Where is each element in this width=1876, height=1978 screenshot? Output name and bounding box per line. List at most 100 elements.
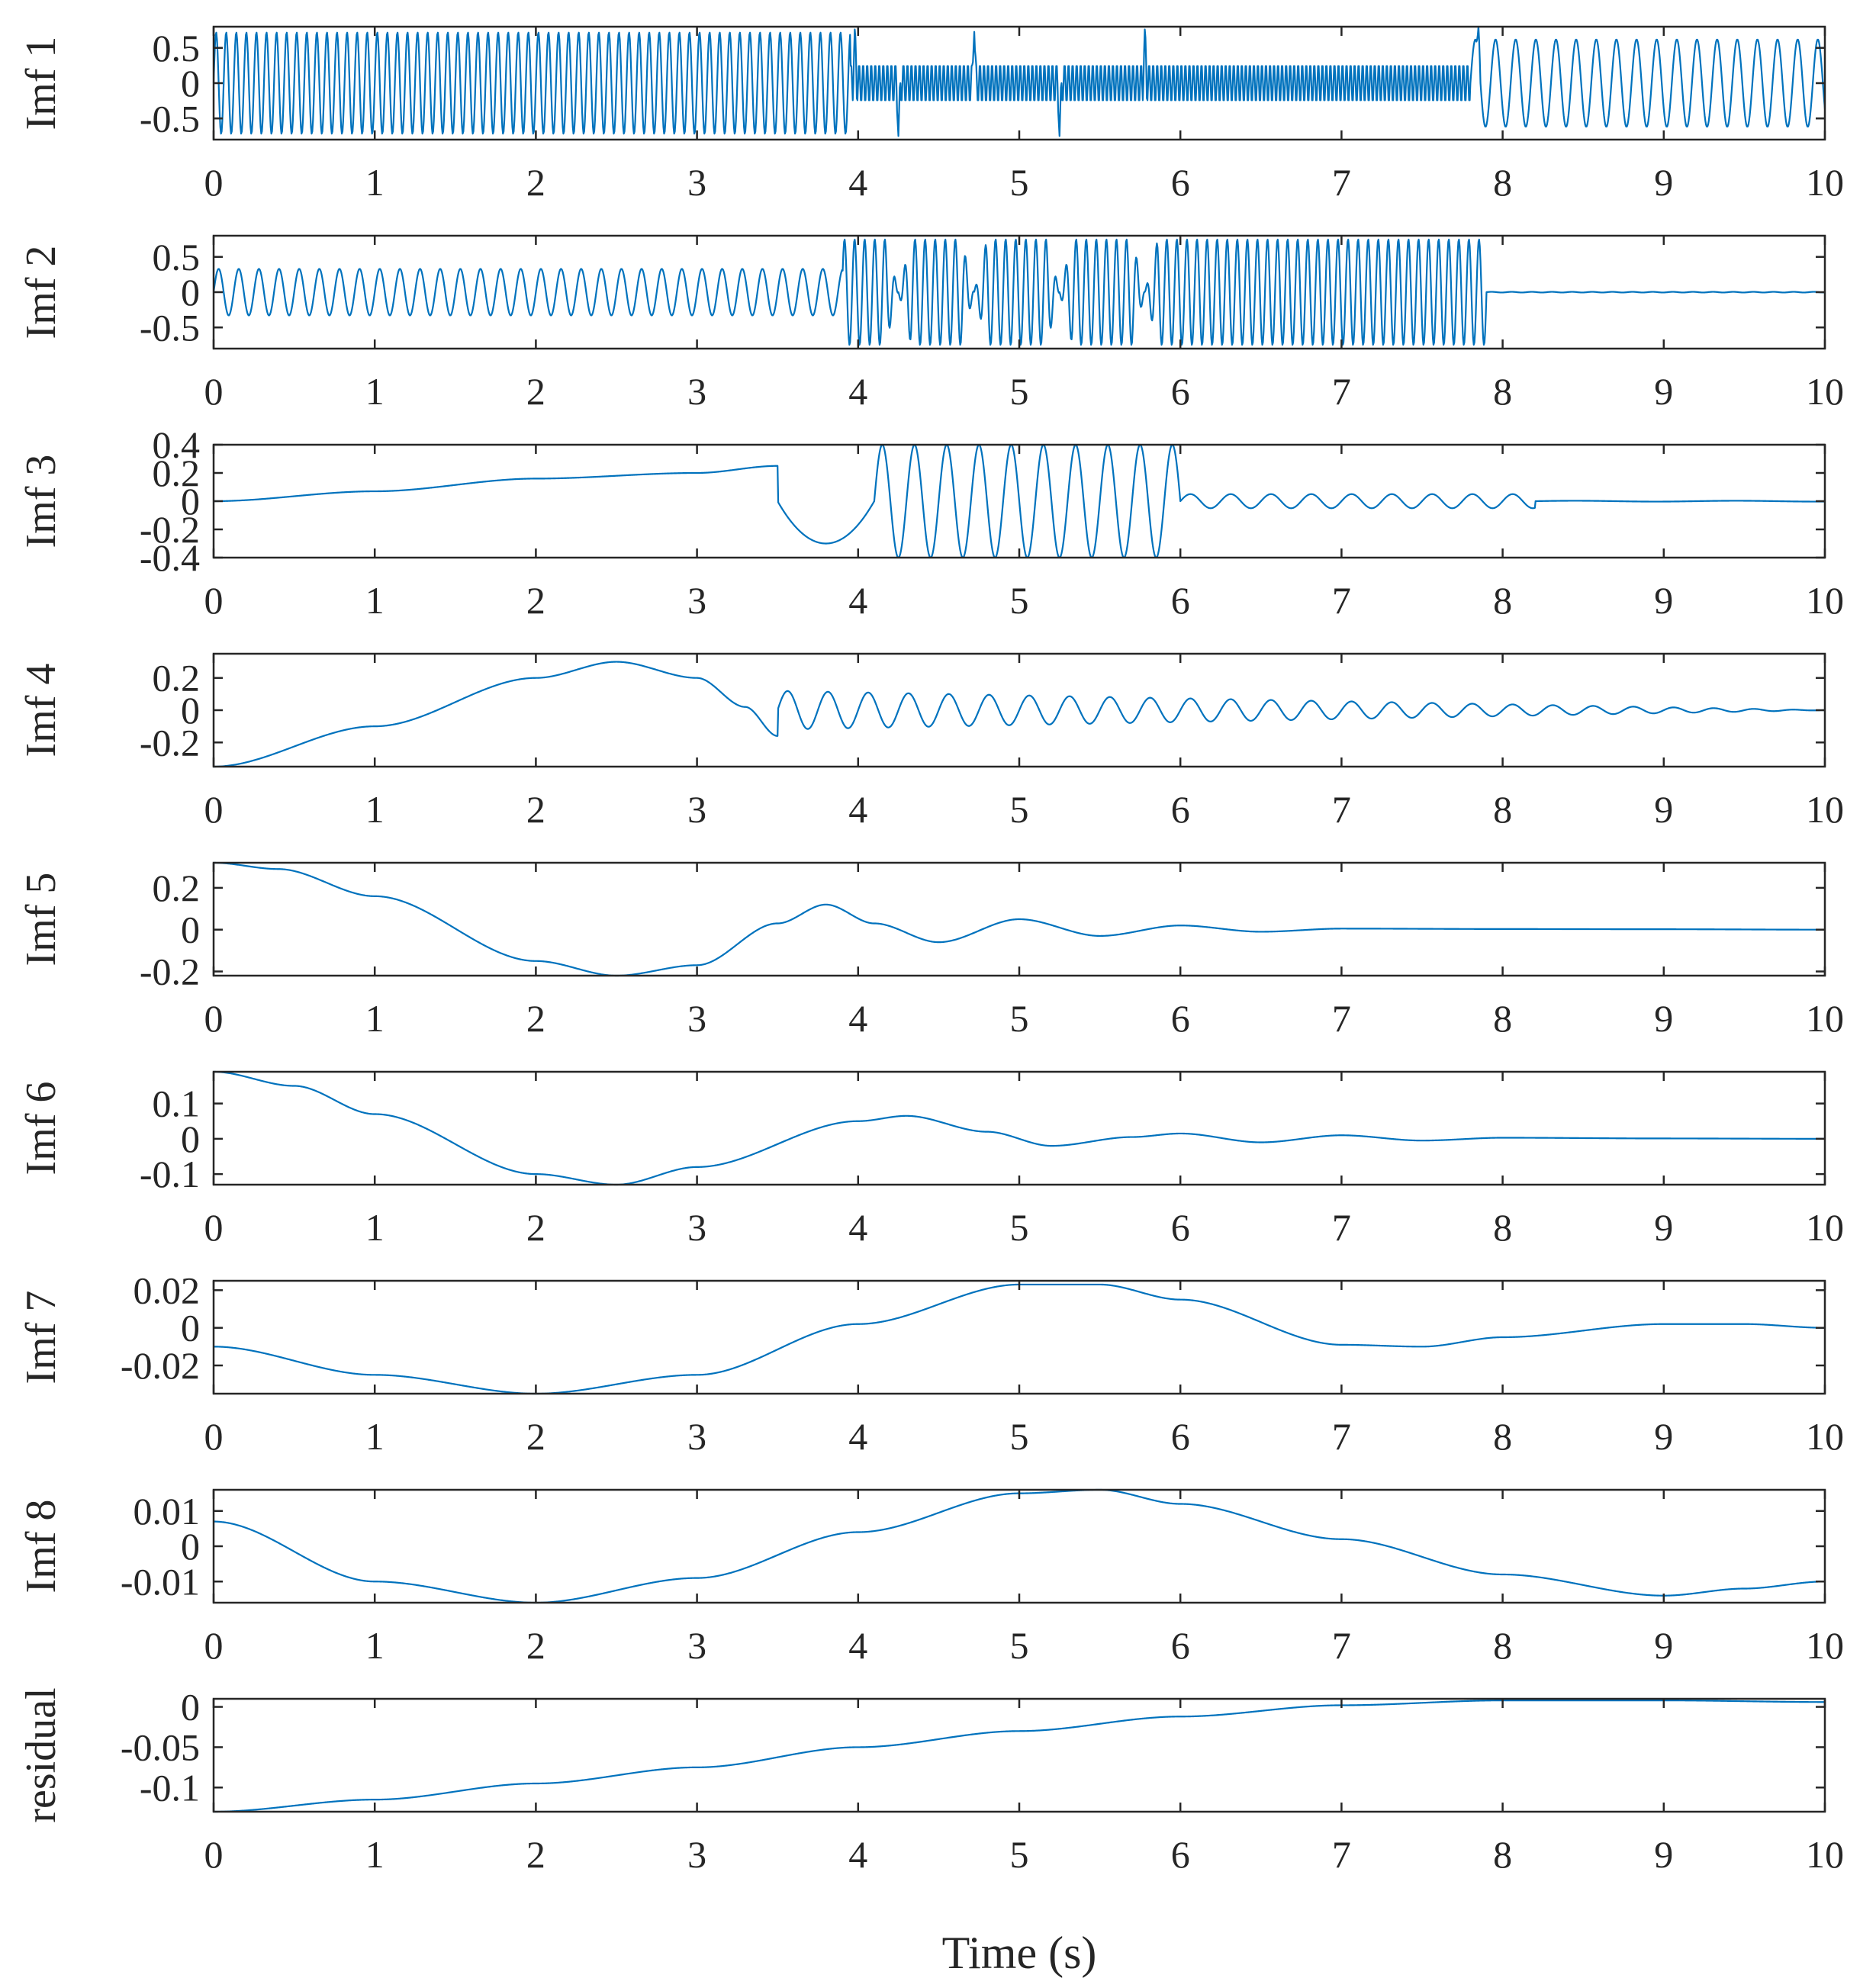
y-tick-label: 0.4: [153, 423, 201, 466]
x-tick-label: 6: [1171, 370, 1190, 413]
x-tick-label: 1: [365, 1415, 385, 1458]
x-tick-label: 5: [1010, 1206, 1029, 1249]
y-tick-label: -0.1: [140, 1766, 200, 1809]
x-tick-label: 10: [1806, 997, 1844, 1040]
x-tick-label: 6: [1171, 788, 1190, 831]
x-tick-label: 4: [848, 788, 867, 831]
series-line: [213, 443, 1826, 559]
x-tick-label: 5: [1010, 161, 1029, 204]
x-tick-label: 2: [526, 579, 545, 622]
x-tick-label: 7: [1332, 579, 1351, 622]
y-axis-label: residual: [18, 1687, 65, 1822]
x-tick-label: 7: [1332, 370, 1351, 413]
y-tick-label: -0.01: [121, 1560, 200, 1603]
series-line: [213, 1488, 1826, 1604]
x-tick-label: 4: [848, 1206, 867, 1249]
y-tick-label: 0.2: [153, 452, 201, 494]
y-tick-label: 0.02: [134, 1269, 201, 1311]
x-tick-label: 1: [365, 579, 385, 622]
y-axis-label: Imf 7: [18, 1291, 65, 1385]
x-tick-label: 8: [1493, 1624, 1512, 1667]
x-tick-label: 6: [1171, 1206, 1190, 1249]
x-tick-label: 10: [1806, 1624, 1844, 1667]
series-line: [212, 238, 1826, 346]
y-axis-label: Imf 4: [18, 664, 65, 757]
x-tick-label: 5: [1010, 997, 1029, 1040]
y-axis-label: Imf 6: [18, 1082, 65, 1176]
x-tick-label: 6: [1171, 1833, 1190, 1876]
x-tick-label: 7: [1332, 1833, 1351, 1876]
x-tick-label: 4: [848, 579, 867, 622]
y-axis-label: Imf 1: [18, 37, 65, 130]
x-tick-label: 7: [1332, 1624, 1351, 1667]
y-tick-label: -0.1: [140, 1153, 200, 1195]
y-tick-label: 0.1: [153, 1082, 201, 1125]
x-tick-label: 0: [204, 370, 224, 413]
x-tick-label: 8: [1493, 997, 1512, 1040]
x-tick-label: 1: [365, 161, 385, 204]
y-tick-label: 0: [181, 909, 200, 951]
y-tick-label: 0: [181, 1686, 200, 1729]
x-tick-label: 7: [1332, 1415, 1351, 1458]
y-tick-label: 0: [181, 480, 200, 523]
x-tick-label: 0: [204, 579, 224, 622]
series-line: [213, 1700, 1826, 1813]
x-tick-label: 5: [1010, 1624, 1029, 1667]
x-tick-label: 5: [1010, 579, 1029, 622]
y-tick-label: 0: [181, 271, 200, 314]
x-tick-label: 8: [1493, 370, 1512, 413]
x-tick-label: 8: [1493, 1206, 1512, 1249]
x-tick-label: 2: [526, 997, 545, 1040]
x-axis-label: Time (s): [942, 1928, 1097, 1978]
y-tick-label: -0.2: [140, 721, 200, 764]
x-tick-label: 6: [1171, 997, 1190, 1040]
x-tick-label: 8: [1493, 788, 1512, 831]
x-tick-label: 2: [526, 1833, 545, 1876]
series-line: [213, 1070, 1826, 1186]
y-tick-label: 0.2: [153, 657, 201, 700]
x-tick-label: 10: [1806, 579, 1844, 622]
x-tick-label: 6: [1171, 579, 1190, 622]
x-tick-label: 2: [526, 1415, 545, 1458]
x-tick-label: 0: [204, 161, 224, 204]
x-tick-label: 6: [1171, 1624, 1190, 1667]
x-tick-label: 7: [1332, 997, 1351, 1040]
x-tick-label: 4: [848, 997, 867, 1040]
y-tick-label: 0: [181, 1307, 200, 1349]
x-tick-label: 1: [365, 370, 385, 413]
x-tick-label: 8: [1493, 1833, 1512, 1876]
x-tick-label: 0: [204, 1206, 224, 1249]
x-tick-label: 3: [687, 370, 706, 413]
x-tick-label: 5: [1010, 788, 1029, 831]
x-tick-label: 0: [204, 788, 224, 831]
x-tick-label: 10: [1806, 1206, 1844, 1249]
series-line: [212, 25, 1826, 137]
x-tick-label: 1: [365, 997, 385, 1040]
y-tick-label: -0.5: [140, 97, 200, 140]
x-tick-label: 1: [365, 1833, 385, 1876]
x-tick-label: 4: [848, 1624, 867, 1667]
y-tick-label: -0.4: [140, 536, 200, 579]
x-tick-label: 3: [687, 579, 706, 622]
x-tick-label: 5: [1010, 1833, 1029, 1876]
y-axis-label: Imf 5: [18, 873, 65, 966]
x-tick-label: 1: [365, 788, 385, 831]
x-tick-label: 2: [526, 1206, 545, 1249]
x-tick-label: 6: [1171, 161, 1190, 204]
x-tick-label: 2: [526, 161, 545, 204]
axes-box: [212, 1697, 1826, 1813]
y-tick-label: 0.2: [153, 867, 201, 909]
x-tick-label: 9: [1654, 579, 1673, 622]
x-tick-label: 4: [848, 370, 867, 413]
x-tick-label: 2: [526, 1624, 545, 1667]
x-tick-label: 9: [1654, 788, 1673, 831]
y-tick-label: -0.02: [121, 1344, 200, 1387]
